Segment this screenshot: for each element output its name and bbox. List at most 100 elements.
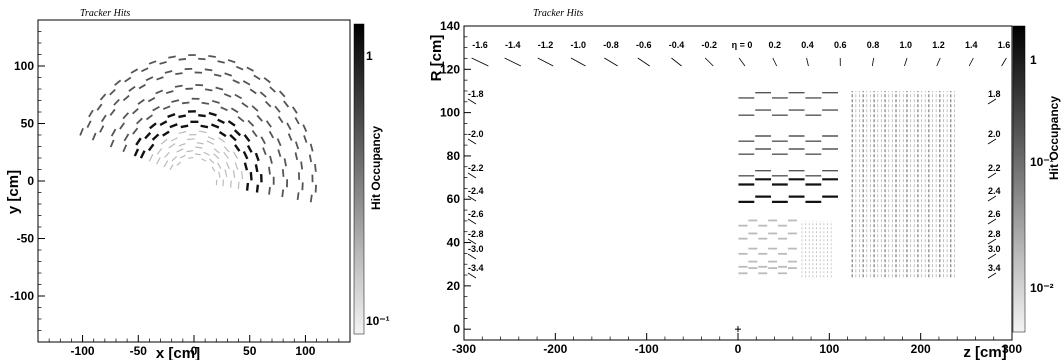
eta-top-label: 1.4: [965, 40, 978, 50]
left-y-tick-label: -50: [17, 232, 35, 246]
eta-top-line: [471, 57, 489, 67]
xy-hit-segment: [204, 68, 213, 72]
xy-hit-segment: [178, 143, 186, 147]
left-y-tick-label: 100: [14, 59, 34, 73]
eta-right-label: 2.6: [988, 209, 1001, 219]
xy-hit-segment: [181, 101, 190, 105]
xy-hit-segment: [188, 156, 194, 159]
xy-hit-segment: [99, 93, 107, 101]
eta-top-line: [904, 57, 908, 67]
xy-hit-segment: [100, 114, 107, 123]
xy-hit-segment: [227, 59, 236, 64]
xy-hit-segment: [155, 89, 164, 95]
xy-hit-segment: [201, 101, 210, 105]
xy-hit-segment: [147, 97, 156, 103]
xy-hit-segment: [224, 169, 228, 177]
xy-hit-segment: [268, 187, 271, 195]
eta-right-line: [987, 272, 997, 279]
xy-hit-segment: [178, 58, 187, 61]
xy-hit-segment: [210, 123, 220, 129]
xy-hit-segment: [300, 161, 304, 170]
xy-hit-segment: [200, 124, 209, 129]
xy-hit-segment: [148, 154, 154, 162]
left-x-tick-label: -100: [71, 344, 95, 358]
rz-view-panel: Tracker Hits -1.6 -1.4 -1.2 -1.0 -0.8 -0.6 -0.…: [428, 8, 1061, 360]
left-y-axis-title: y [cm]: [5, 170, 22, 214]
left-x-tick-label: 100: [295, 344, 315, 358]
xy-hit-segment: [308, 154, 313, 163]
eta-left-line: [467, 172, 477, 179]
xy-hit-segment: [180, 124, 189, 129]
eta-top-label: η = 0: [732, 40, 753, 50]
eta-top-line: [570, 57, 586, 67]
eta-top-label: -0.8: [603, 40, 619, 50]
xy-hit-segment: [253, 74, 261, 81]
xy-hit-segment: [259, 91, 267, 98]
xy-hit-segment: [274, 105, 281, 113]
eta-top-label: -0.6: [636, 40, 652, 50]
left-colorbar-title: Hit Occupancy: [369, 126, 383, 210]
xy-hit-segment: [138, 83, 146, 90]
eta-right-label: 2.2: [988, 163, 1001, 173]
xy-hit-segment: [144, 132, 152, 140]
xy-hit-segment: [283, 158, 287, 167]
xy-hit-segment: [241, 171, 244, 180]
xy-hit-segment: [269, 86, 276, 93]
xy-hit-segment: [224, 72, 233, 77]
xy-hit-segment: [206, 140, 215, 145]
xy-hit-segment: [122, 112, 130, 120]
xy-hit-segment: [114, 79, 122, 86]
xy-hit-segment: [109, 139, 115, 148]
xy-hit-segment: [152, 105, 160, 112]
xy-hit-segment: [164, 151, 170, 158]
xy-hit-segment: [226, 162, 230, 170]
xy-view-panel: Tracker Hits -100 -50 0 50 100 -100 -50 0 50 100…: [5, 8, 390, 360]
xy-hit-segment: [196, 142, 204, 145]
xy-hit-segment: [291, 106, 298, 114]
eta-top-line: [936, 57, 941, 67]
eta-left-label: -2.6: [468, 209, 484, 219]
eta-top-label: 0.6: [834, 40, 847, 50]
xy-hit-segment: [208, 111, 217, 117]
eta-top-label: 0.4: [801, 40, 814, 50]
xy-hit-segment: [241, 102, 249, 108]
xy-hit-segment: [249, 172, 253, 181]
xy-hit-segment: [123, 133, 130, 142]
xy-hit-segment: [255, 184, 260, 193]
xy-hit-segment: [218, 130, 227, 138]
xy-hit-segment: [213, 153, 220, 160]
xy-hit-segment: [175, 72, 183, 76]
xy-hit-segment: [242, 150, 249, 160]
xy-hit-segment: [227, 120, 236, 127]
eta-top-label: -1.2: [538, 40, 554, 50]
xy-hit-segment: [194, 153, 201, 156]
eta-right-line: [987, 195, 997, 202]
eta-left-line: [467, 253, 477, 260]
left-colorbar-tick-1: 1: [366, 49, 373, 63]
eta-left-line: [467, 195, 477, 202]
xy-hit-segment: [217, 60, 225, 64]
xy-hit-segment: [79, 127, 84, 136]
xy-hit-segment: [168, 55, 176, 59]
xy-hit-segment: [211, 99, 220, 104]
xy-hit-segment: [109, 108, 116, 116]
eta-top-label: -1.0: [570, 40, 586, 50]
xy-hit-segment: [167, 112, 176, 118]
right-x-tick-label: 300: [1002, 342, 1022, 356]
xy-hit-segment: [178, 130, 187, 135]
xy-hit-segment: [249, 88, 257, 95]
xy-hit-segment: [276, 138, 282, 147]
xy-hit-segment: [268, 166, 271, 175]
xy-hit-segment: [170, 137, 178, 142]
xy-hit-segment: [223, 151, 229, 159]
xy-hit-segment: [243, 134, 251, 143]
eta-top-line: [704, 57, 714, 67]
eta-right-label: 3.4: [988, 263, 1001, 273]
right-x-tick-label: 0: [735, 342, 742, 356]
eta-right-line: [987, 253, 997, 260]
xy-hit-segment: [113, 98, 120, 106]
eta-left-line: [467, 98, 477, 105]
xy-hit-segment: [262, 147, 267, 155]
xy-hit-segment: [198, 113, 206, 118]
xy-hit-segment: [218, 137, 226, 143]
